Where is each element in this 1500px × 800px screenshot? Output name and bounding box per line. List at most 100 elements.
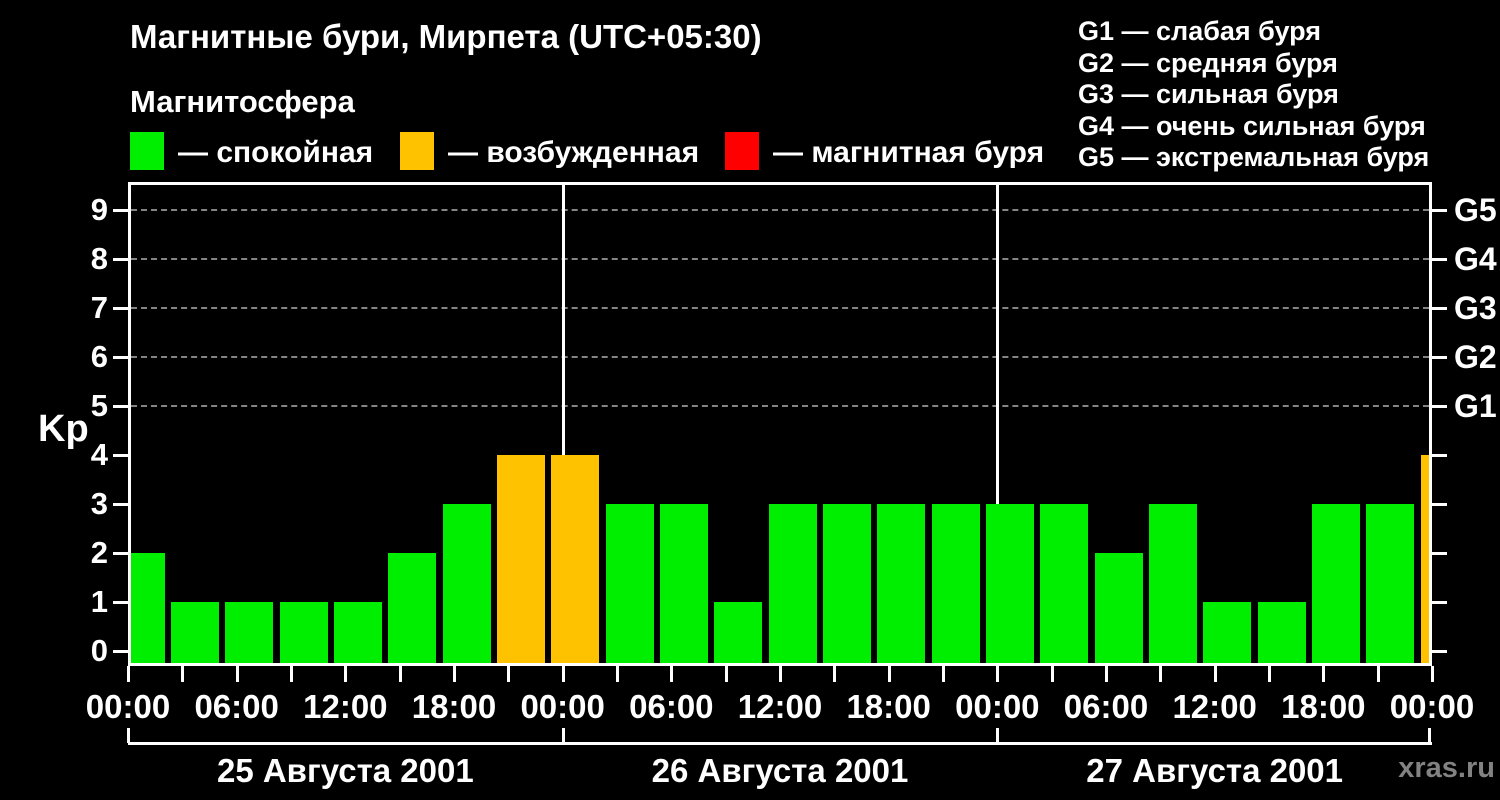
y-axis-tick-left	[113, 454, 128, 457]
x-axis-tick	[1322, 666, 1326, 682]
kp-bar	[605, 504, 654, 663]
x-axis-tick	[887, 666, 891, 682]
right-axis-label-g2: G2	[1454, 339, 1497, 375]
right-axis-label-g3: G3	[1454, 290, 1497, 326]
storm-scale-g4: G4 — очень сильная буря	[1078, 110, 1426, 141]
kp-bar	[131, 553, 165, 663]
date-bracket-line	[128, 742, 1432, 745]
x-axis-tick	[942, 666, 945, 682]
y-axis-tick-label: 2	[90, 535, 108, 570]
x-axis-tick	[1159, 666, 1163, 682]
storm-legend-swatch	[725, 132, 759, 170]
y-axis-tick-left	[113, 503, 128, 506]
y-axis-tick-right	[1432, 454, 1447, 457]
kp-bar	[333, 602, 382, 663]
plot-border	[128, 182, 1432, 666]
x-axis-tick	[996, 666, 1000, 682]
x-axis-tick	[779, 666, 782, 682]
kp-bar	[496, 455, 545, 663]
kp-bar	[225, 602, 274, 663]
x-axis-tick	[453, 666, 456, 682]
day-separator-line	[996, 185, 1000, 663]
x-axis-tick-label: 00:00	[520, 688, 605, 725]
y-axis-tick-left	[113, 601, 128, 604]
kp-bar	[551, 455, 600, 663]
storm-scale-legend: G1 — слабая буря G2 — средняя буря G3 — …	[1078, 16, 1429, 174]
y-axis-tick-label: 0	[90, 633, 108, 668]
x-axis-tick-label: 12:00	[303, 688, 388, 725]
x-axis-tick-label: 18:00	[411, 688, 497, 725]
x-axis-tick	[833, 666, 837, 682]
storm-scale-g2: G2 — средняя буря	[1078, 47, 1338, 78]
storm-scale-g1: G1 — слабая буря	[1078, 16, 1322, 46]
y-axis-tick-right	[1432, 356, 1447, 359]
kp-bar	[388, 553, 437, 663]
kp-bar	[822, 504, 871, 663]
xras-watermark-link[interactable]: xras.ru	[1398, 752, 1495, 784]
y-axis-tick-label: 1	[90, 584, 108, 619]
kp-bar	[931, 504, 980, 663]
y-axis-tick-left	[113, 405, 128, 408]
y-axis-tick-right	[1432, 209, 1447, 212]
right-axis-label-g4: G4	[1454, 241, 1497, 277]
y-axis-tick-right	[1432, 650, 1447, 653]
y-axis-tick-left	[113, 258, 128, 261]
x-axis-tick-label: 00:00	[85, 688, 171, 725]
right-axis-label-g5: G5	[1454, 192, 1497, 228]
kp-bar	[768, 504, 817, 663]
y-axis-tick-right	[1432, 258, 1447, 261]
date-label: 27 Августа 2001	[1086, 752, 1344, 789]
x-axis-tick-label: 06:00	[194, 688, 279, 725]
kp-bar	[279, 602, 328, 663]
x-axis-tick-label: 12:00	[1172, 688, 1257, 725]
kp-bar	[1366, 504, 1415, 663]
kp-bar	[170, 602, 219, 663]
y-axis-tick-left	[113, 552, 128, 555]
excited-legend-swatch	[400, 132, 434, 170]
gridline-kp8	[131, 258, 1429, 260]
gridline-kp9	[131, 209, 1429, 211]
kp-bar	[714, 602, 763, 663]
x-axis-tick	[1376, 666, 1380, 682]
day-separator-line	[561, 185, 565, 663]
magnetosphere-subtitle: Магнитосфера	[130, 84, 355, 119]
y-axis-tick-right	[1432, 552, 1447, 555]
y-axis-tick-left	[113, 209, 128, 212]
quiet-legend-swatch	[130, 132, 164, 170]
y-axis-tick-label: 3	[90, 486, 108, 521]
y-axis-tick-left	[113, 356, 128, 359]
x-axis-tick	[507, 666, 511, 682]
y-axis-tick-right	[1432, 405, 1447, 408]
right-axis-label-g1: G1	[1454, 388, 1497, 424]
y-axis-tick-label: 8	[90, 241, 108, 276]
date-label: 25 Августа 2001	[216, 752, 474, 789]
gridline-kp5	[131, 405, 1429, 407]
y-axis-tick-label: 5	[90, 388, 108, 423]
x-axis-tick	[1431, 666, 1434, 682]
x-axis-tick	[1050, 666, 1054, 682]
x-axis-tick-label: 00:00	[955, 688, 1040, 725]
x-axis-tick	[290, 666, 293, 682]
storm-scale-g5: G5 — экстремальная буря	[1078, 142, 1430, 172]
x-axis-tick-label: 06:00	[1063, 688, 1149, 725]
x-axis-tick-label: 18:00	[1281, 688, 1366, 725]
kp-bar	[1148, 504, 1197, 663]
kp-bar	[659, 504, 708, 663]
y-axis-label: Kp	[38, 408, 89, 450]
kp-bar	[1257, 602, 1306, 663]
x-axis-tick	[1268, 666, 1271, 682]
kp-bar	[1203, 602, 1252, 663]
x-axis-tick	[344, 666, 348, 682]
date-bracket-tick	[561, 728, 565, 743]
y-axis-tick-label: 9	[90, 192, 108, 227]
x-axis-tick	[616, 666, 619, 682]
x-axis-tick	[235, 666, 239, 682]
kp-bar	[985, 504, 1034, 663]
kp-bar	[1311, 504, 1360, 663]
excited-legend-label: — возбужденная	[448, 136, 700, 169]
quiet-legend-label: — спокойная	[178, 136, 374, 169]
date-bracket-tick	[996, 728, 1000, 743]
gridline-kp6	[131, 356, 1429, 358]
page-title: Магнитные бури, Мирпета (UTC+05:30)	[130, 18, 762, 55]
x-axis-tick-label: 18:00	[846, 688, 931, 725]
